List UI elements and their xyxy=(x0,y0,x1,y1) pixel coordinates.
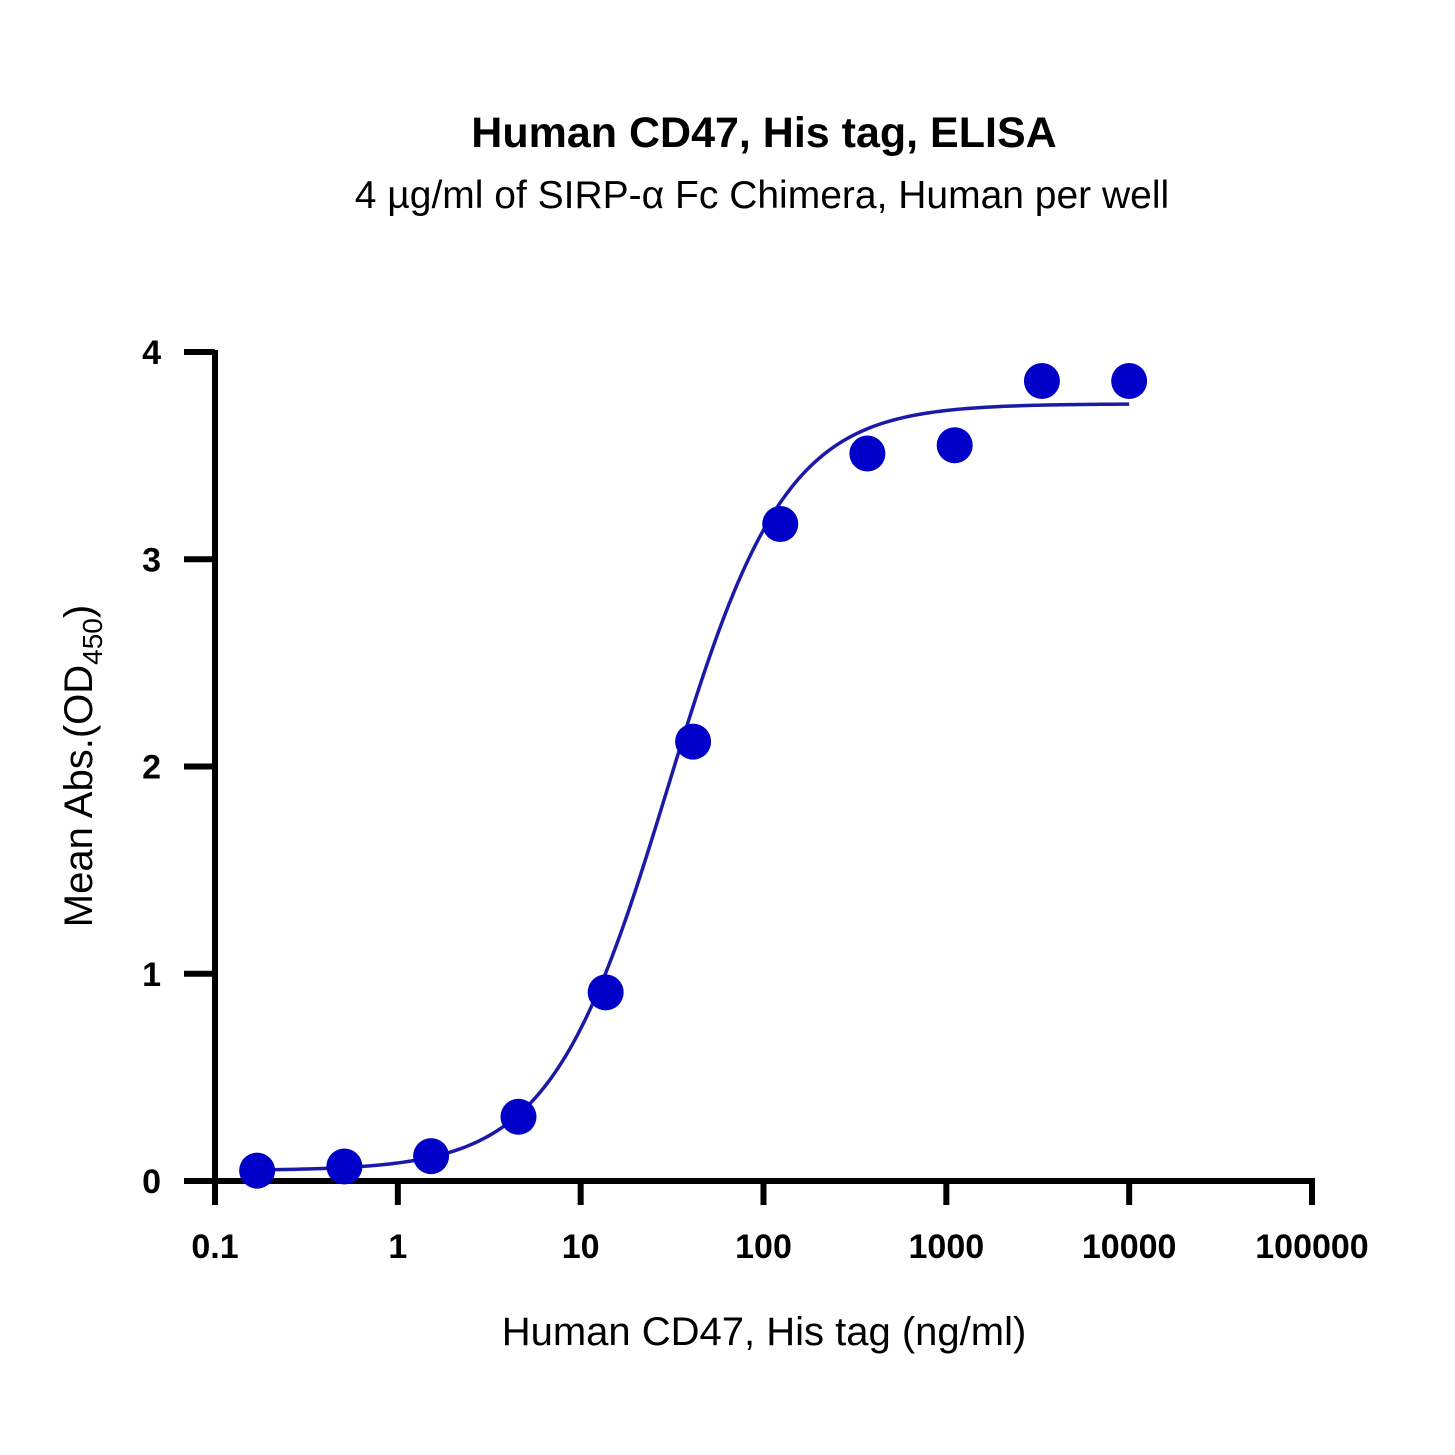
y-axis-title-subscript: 450 xyxy=(77,618,108,665)
data-point xyxy=(675,723,712,760)
fit-curve-layer xyxy=(257,402,1130,1172)
y-axis-title: Mean Abs.(OD450) xyxy=(57,605,108,927)
y-axis-title-main: Mean Abs.(OD xyxy=(57,665,101,927)
x-tick-label: 10 xyxy=(562,1228,600,1266)
y-tick-label: 2 xyxy=(142,749,161,787)
x-tick-label: 100000 xyxy=(1255,1228,1368,1266)
y-axis-ticks: 0 1 2 3 4 xyxy=(142,334,215,1201)
data-point xyxy=(762,506,799,543)
data-point xyxy=(326,1148,363,1185)
data-point xyxy=(849,435,886,472)
data-point xyxy=(936,427,973,464)
y-tick-label: 1 xyxy=(142,956,161,994)
x-axis-ticks: 0.1 1 10 100 1000 10000 100000 xyxy=(191,1181,1369,1266)
data-point xyxy=(1111,363,1148,400)
x-tick-label: 0.1 xyxy=(191,1228,238,1266)
data-point xyxy=(413,1138,450,1175)
fit-curve xyxy=(257,402,1130,1172)
x-tick-label: 1000 xyxy=(909,1228,985,1266)
chart-title: Human CD47, His tag, ELISA xyxy=(471,109,1056,157)
y-axis-title-close: ) xyxy=(57,605,101,618)
x-tick-label: 10000 xyxy=(1082,1228,1177,1266)
data-point xyxy=(587,974,624,1011)
axes xyxy=(188,350,1315,1185)
y-tick-label: 4 xyxy=(142,334,161,372)
y-tick-label: 0 xyxy=(142,1163,161,1201)
data-point xyxy=(500,1098,537,1135)
data-point xyxy=(239,1152,276,1189)
y-tick-label: 3 xyxy=(142,541,161,579)
x-tick-label: 100 xyxy=(735,1228,792,1266)
x-axis-title: Human CD47, His tag (ng/ml) xyxy=(502,1310,1027,1354)
chart-subtitle: 4 µg/ml of SIRP-α Fc Chimera, Human per … xyxy=(355,174,1169,217)
x-tick-label: 1 xyxy=(388,1228,407,1266)
data-point xyxy=(1023,363,1060,400)
data-points-layer xyxy=(239,363,1148,1189)
svg-text:Mean Abs.(OD450): Mean Abs.(OD450) xyxy=(57,605,108,927)
